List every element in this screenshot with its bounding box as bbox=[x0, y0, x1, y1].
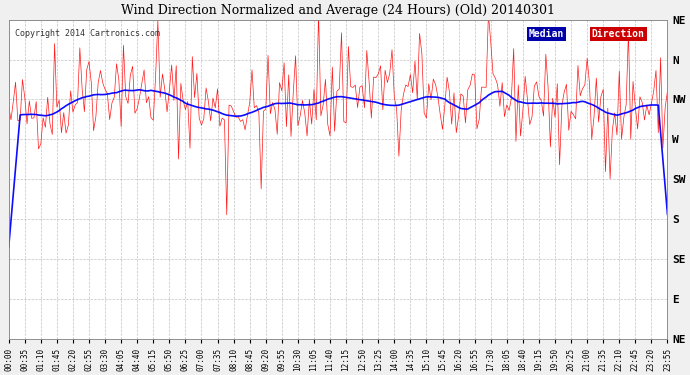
Title: Wind Direction Normalized and Average (24 Hours) (Old) 20140301: Wind Direction Normalized and Average (2… bbox=[121, 4, 555, 17]
Text: Median: Median bbox=[529, 29, 564, 39]
Text: Direction: Direction bbox=[592, 29, 644, 39]
Text: Copyright 2014 Cartronics.com: Copyright 2014 Cartronics.com bbox=[15, 29, 160, 38]
